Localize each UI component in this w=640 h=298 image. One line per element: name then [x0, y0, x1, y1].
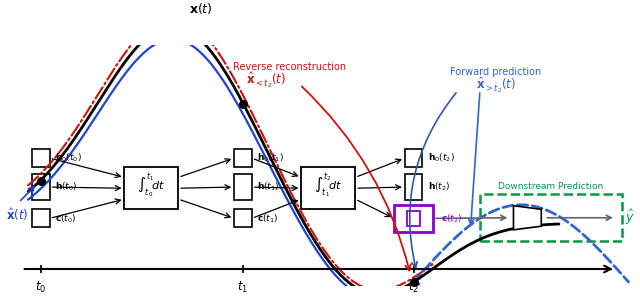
- Text: $\hat{\mathbf{x}}_{<t_2}(t)$: $\hat{\mathbf{x}}_{<t_2}(t)$: [246, 71, 286, 90]
- Text: $\mathbf{h}_0(t_2)$: $\mathbf{h}_0(t_2)$: [428, 152, 454, 164]
- Text: $t_1$: $t_1$: [237, 280, 248, 295]
- Text: $\mathbf{c}(t_0)$: $\mathbf{c}(t_0)$: [54, 212, 76, 225]
- Bar: [480, 194, 622, 241]
- Bar: [407, 211, 420, 226]
- Text: $t_0$: $t_0$: [35, 280, 46, 295]
- Text: $\mathbf{x}(t)$: $\mathbf{x}(t)$: [189, 1, 213, 16]
- Text: Downstream Prediction: Downstream Prediction: [499, 182, 604, 191]
- Text: $\mathbf{h}(t_0)$: $\mathbf{h}(t_0)$: [54, 181, 77, 193]
- Bar: [404, 149, 422, 167]
- Bar: [32, 174, 49, 200]
- Text: $\mathbf{h}_0(t_0)$: $\mathbf{h}_0(t_0)$: [54, 152, 81, 164]
- Bar: [234, 149, 252, 167]
- Bar: [234, 174, 252, 200]
- Text: $\hat{\mathbf{x}}_{>t_2}(t)$: $\hat{\mathbf{x}}_{>t_2}(t)$: [476, 75, 516, 95]
- Text: $\mathbf{h}(t_1)$: $\mathbf{h}(t_1)$: [257, 181, 279, 193]
- Text: $\mathbf{h}_0(t_1)$: $\mathbf{h}_0(t_1)$: [257, 152, 284, 164]
- Bar: [32, 149, 49, 167]
- Text: $\mathbf{c}(t_1)$: $\mathbf{c}(t_1)$: [257, 212, 278, 225]
- Bar: [124, 167, 178, 209]
- Polygon shape: [513, 206, 541, 230]
- Text: $t_2$: $t_2$: [408, 280, 419, 295]
- Bar: [32, 209, 49, 227]
- Text: $\int_{t_1}^{t_2}\! dt$: $\int_{t_1}^{t_2}\! dt$: [314, 172, 342, 200]
- Text: $\int_{t_0}^{t_1}\! dt$: $\int_{t_0}^{t_1}\! dt$: [137, 172, 166, 200]
- Bar: [394, 205, 433, 232]
- Text: $\mathbf{h}(t_2)$: $\mathbf{h}(t_2)$: [428, 181, 450, 193]
- Bar: [301, 167, 355, 209]
- Text: $\hat{\mathbf{x}}(t)$: $\hat{\mathbf{x}}(t)$: [6, 206, 28, 223]
- Bar: [234, 209, 252, 227]
- Text: Reverse reconstruction: Reverse reconstruction: [234, 62, 347, 72]
- Text: $\mathbf{c}(t_2)$: $\mathbf{c}(t_2)$: [442, 212, 463, 225]
- Bar: [404, 174, 422, 200]
- Text: $\hat{y}$: $\hat{y}$: [625, 208, 635, 227]
- Text: Forward prediction: Forward prediction: [450, 67, 541, 77]
